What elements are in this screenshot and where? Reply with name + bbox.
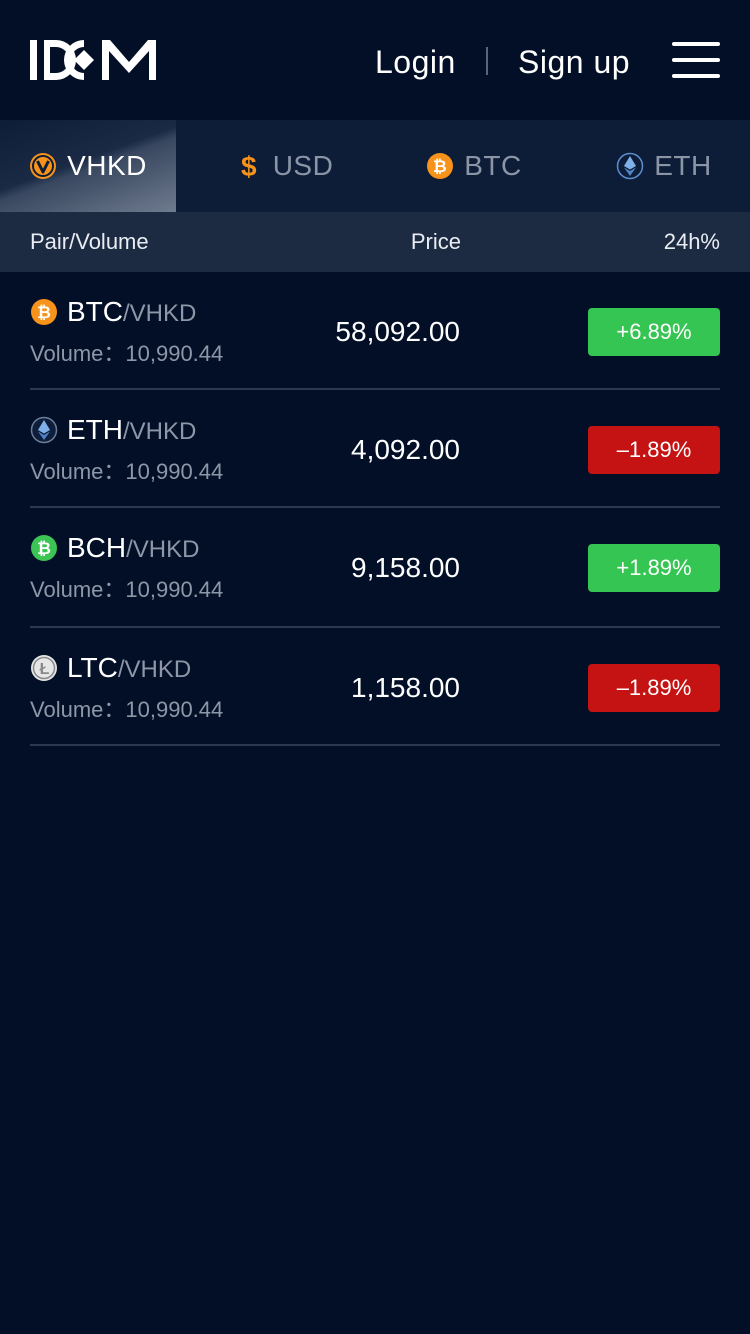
- pair-volume: Volume：10,990.44: [30, 457, 223, 487]
- tab-label: BTC: [464, 150, 522, 181]
- bch-coin-icon: ₿: [31, 535, 57, 561]
- volume-value: 10,990.44: [125, 697, 224, 722]
- tab-btc[interactable]: ₿ BTC: [386, 120, 562, 212]
- tab-usd[interactable]: $ USD: [196, 120, 372, 212]
- tab-label: VHKD: [67, 150, 147, 181]
- pair-name: LTC/VHKD: [67, 650, 191, 688]
- vhkd-coin-icon: [30, 153, 57, 179]
- quote-currency: /VHKD: [123, 418, 197, 445]
- table-row[interactable]: ₿ BTC/VHKD Volume：10,990.44 58,092.00 +6…: [30, 272, 720, 390]
- column-24h-change: 24h%: [663, 229, 720, 254]
- signup-link[interactable]: Sign up: [518, 44, 631, 80]
- nav-divider: [486, 47, 488, 75]
- tab-eth[interactable]: ETH: [576, 120, 750, 212]
- volume-label: Volume：: [30, 341, 126, 366]
- svg-text:Ł: Ł: [40, 661, 50, 678]
- pair-name: BCH/VHKD: [67, 530, 199, 568]
- change-badge: +1.89%: [588, 544, 720, 592]
- login-link[interactable]: Login: [375, 44, 456, 80]
- svg-text:₿: ₿: [433, 157, 447, 176]
- pair-name: ETH/VHKD: [67, 412, 196, 450]
- btc-coin-icon: ₿: [427, 153, 454, 179]
- pair-price: 58,092.00: [335, 316, 460, 347]
- pair-name: BTC/VHKD: [67, 294, 196, 332]
- base-currency: LTC: [67, 652, 118, 683]
- base-currency: ETH: [67, 414, 123, 445]
- volume-value: 10,990.44: [125, 577, 224, 602]
- tab-label: ETH: [654, 150, 712, 181]
- idcm-logo[interactable]: [30, 38, 156, 82]
- table-header: Pair/Volume Price 24h%: [0, 212, 750, 272]
- svg-text:$: $: [241, 152, 257, 180]
- table-row[interactable]: ETH/VHKD Volume：10,990.44 4,092.00 –1.89…: [30, 390, 720, 508]
- pair-price: 9,158.00: [351, 552, 460, 583]
- hamburger-menu-icon[interactable]: [672, 42, 720, 78]
- column-pair-volume: Pair/Volume: [30, 229, 149, 254]
- ltc-coin-icon: Ł: [31, 655, 57, 681]
- base-currency: BCH: [67, 532, 127, 563]
- pair-volume: Volume：10,990.44: [30, 695, 223, 725]
- svg-text:₿: ₿: [37, 303, 51, 322]
- svg-text:₿: ₿: [37, 539, 51, 558]
- change-badge: –1.89%: [588, 426, 720, 474]
- dollar-icon: $: [241, 152, 257, 180]
- change-badge: –1.89%: [588, 664, 720, 712]
- btc-coin-icon: ₿: [31, 299, 57, 325]
- quote-currency: /VHKD: [117, 656, 192, 683]
- volume-label: Volume：: [30, 697, 126, 722]
- volume-label: Volume：: [30, 459, 126, 484]
- quote-currency: /VHKD: [126, 536, 200, 563]
- base-currency: BTC: [67, 296, 123, 327]
- table-row[interactable]: Ł LTC/VHKD Volume：10,990.44 1,158.00 –1.…: [30, 628, 720, 746]
- column-price: Price: [410, 229, 461, 254]
- pair-price: 1,158.00: [351, 672, 460, 703]
- pair-volume: Volume：10,990.44: [30, 339, 223, 369]
- volume-label: Volume：: [30, 577, 126, 602]
- quote-currency-tabs: VHKD $ USD ₿ BTC ETH: [0, 120, 750, 212]
- tab-label: USD: [272, 150, 334, 181]
- quote-currency: /VHKD: [123, 300, 197, 327]
- pair-volume: Volume：10,990.44: [30, 575, 223, 605]
- tab-vhkd[interactable]: VHKD: [0, 120, 176, 212]
- table-row[interactable]: ₿ BCH/VHKD Volume：10,990.44 9,158.00 +1.…: [30, 508, 720, 628]
- eth-coin-icon: [617, 152, 644, 180]
- pair-price: 4,092.00: [351, 434, 460, 465]
- change-badge: +6.89%: [588, 308, 720, 356]
- top-header: Login Sign up: [0, 0, 750, 120]
- volume-value: 10,990.44: [125, 341, 224, 366]
- volume-value: 10,990.44: [125, 459, 224, 484]
- eth-coin-icon: [30, 416, 58, 444]
